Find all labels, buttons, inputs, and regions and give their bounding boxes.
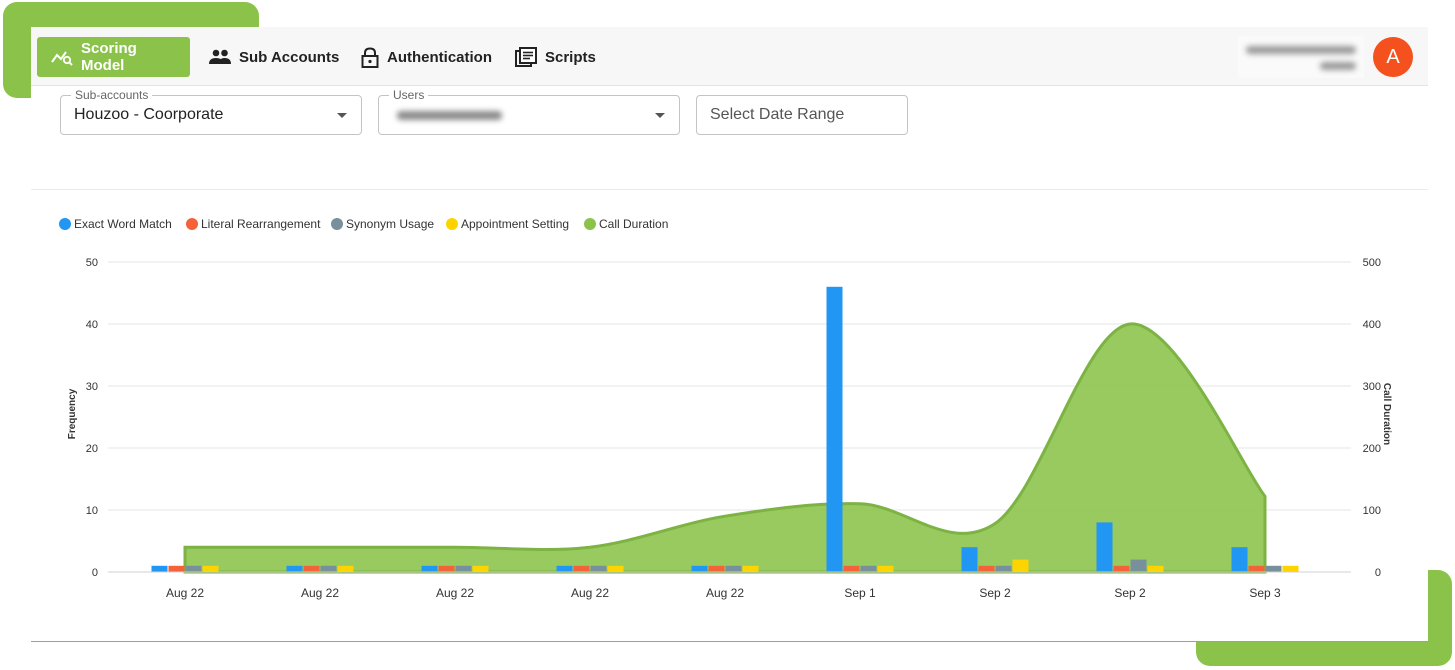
- legend-label: Literal Rearrangement: [201, 217, 321, 231]
- users-label: Users: [389, 88, 429, 102]
- bar-exact-word-match: [1231, 547, 1248, 572]
- bar-appointment-setting: [1282, 565, 1299, 572]
- bar-appointment-setting: [472, 565, 489, 572]
- tab-sub-accounts[interactable]: Sub Accounts: [195, 37, 353, 77]
- bar-synonym-usage: [320, 565, 337, 572]
- bar-exact-word-match: [556, 565, 573, 572]
- bar-exact-word-match: [961, 547, 978, 572]
- bar-exact-word-match: [286, 565, 303, 572]
- bar-synonym-usage: [590, 565, 607, 572]
- bar-literal-rearrangement: [708, 565, 725, 572]
- x-tick-label: Sep 2: [1114, 586, 1146, 600]
- bar-exact-word-match: [151, 565, 168, 572]
- y2-tick-label: 500: [1363, 257, 1381, 269]
- date-range-input[interactable]: Select Date Range: [696, 95, 908, 135]
- users-select[interactable]: Users: [378, 88, 680, 135]
- bar-literal-rearrangement: [843, 565, 860, 572]
- users-value-redacted: [397, 111, 502, 120]
- chevron-down-icon: [337, 113, 347, 118]
- tab-scoring-model[interactable]: Scoring Model: [37, 37, 190, 77]
- date-range-placeholder: Select Date Range: [710, 106, 845, 123]
- y2-tick-label: 300: [1363, 381, 1381, 393]
- top-navigation: Scoring Model Sub Accounts Authenticatio…: [31, 27, 1428, 86]
- bar-literal-rearrangement: [573, 565, 590, 572]
- x-tick-label: Aug 22: [436, 586, 474, 600]
- bar-literal-rearrangement: [1248, 565, 1265, 572]
- users-icon: [209, 49, 231, 65]
- legend-marker: [186, 218, 198, 230]
- tab-authentication[interactable]: Authentication: [347, 37, 506, 77]
- bar-synonym-usage: [995, 565, 1012, 572]
- x-tick-label: Sep 1: [844, 586, 876, 600]
- bar-exact-word-match: [826, 286, 843, 572]
- x-tick-label: Sep 3: [1249, 586, 1281, 600]
- y-tick-label: 10: [86, 505, 98, 517]
- legend-marker: [331, 218, 343, 230]
- legend-marker: [59, 218, 71, 230]
- y2-axis-title: Call Duration: [1381, 383, 1392, 445]
- chevron-down-icon: [655, 113, 665, 118]
- x-tick-label: Aug 22: [166, 586, 204, 600]
- section-divider: [31, 189, 1428, 190]
- legend-label: Synonym Usage: [346, 217, 434, 231]
- script-icon: [515, 47, 537, 67]
- lock-icon: [361, 46, 379, 68]
- subaccounts-select[interactable]: Sub-accounts Houzoo - Coorporate: [60, 88, 362, 135]
- x-tick-label: Aug 22: [706, 586, 744, 600]
- bar-literal-rearrangement: [168, 565, 185, 572]
- tab-scripts[interactable]: Scripts: [501, 37, 610, 77]
- tab-label: Scoring Model: [81, 40, 137, 74]
- bar-exact-word-match: [691, 565, 708, 572]
- y-tick-label: 40: [86, 319, 98, 331]
- y2-tick-label: 200: [1363, 443, 1381, 455]
- x-tick-label: Aug 22: [571, 586, 609, 600]
- y2-tick-label: 400: [1363, 319, 1381, 331]
- avatar[interactable]: A: [1373, 37, 1413, 77]
- bar-appointment-setting: [742, 565, 759, 572]
- bar-appointment-setting: [877, 565, 894, 572]
- bar-synonym-usage: [185, 565, 202, 572]
- bar-appointment-setting: [1012, 559, 1029, 572]
- legend-label: Call Duration: [599, 217, 668, 231]
- bar-exact-word-match: [421, 565, 438, 572]
- legend-marker: [446, 218, 458, 230]
- bar-literal-rearrangement: [438, 565, 455, 572]
- subaccounts-value: Houzoo - Coorporate: [74, 106, 224, 123]
- x-tick-label: Aug 22: [301, 586, 339, 600]
- bar-exact-word-match: [1096, 522, 1113, 572]
- dashboard-card: Scoring Model Sub Accounts Authenticatio…: [31, 27, 1428, 642]
- bar-appointment-setting: [202, 565, 219, 572]
- y-tick-label: 50: [86, 257, 98, 269]
- legend-marker: [584, 218, 596, 230]
- tab-label: Scripts: [545, 48, 596, 66]
- subaccounts-label: Sub-accounts: [71, 88, 153, 102]
- call-duration-area: [183, 322, 1267, 574]
- tab-label: Sub Accounts: [239, 48, 340, 66]
- bar-synonym-usage: [1265, 565, 1282, 572]
- bar-appointment-setting: [337, 565, 354, 572]
- chart-search-icon: [51, 48, 73, 66]
- bar-appointment-setting: [1147, 565, 1164, 572]
- y-tick-label: 0: [92, 567, 98, 579]
- legend-label: Appointment Setting: [461, 217, 569, 231]
- user-info-redacted: [1238, 36, 1364, 78]
- y2-tick-label: 100: [1363, 505, 1381, 517]
- y-tick-label: 20: [86, 443, 98, 455]
- bar-literal-rearrangement: [1113, 565, 1130, 572]
- bar-synonym-usage: [1130, 559, 1147, 572]
- bar-literal-rearrangement: [978, 565, 995, 572]
- bar-literal-rearrangement: [303, 565, 320, 572]
- bar-synonym-usage: [455, 565, 472, 572]
- y-axis-title: Frequency: [67, 388, 78, 439]
- x-tick-label: Sep 2: [979, 586, 1011, 600]
- bar-synonym-usage: [725, 565, 742, 572]
- bar-synonym-usage: [860, 565, 877, 572]
- y-tick-label: 30: [86, 381, 98, 393]
- bar-appointment-setting: [607, 565, 624, 572]
- legend-label: Exact Word Match: [74, 217, 172, 231]
- tab-label: Authentication: [387, 48, 492, 66]
- y2-tick-label: 0: [1375, 567, 1381, 579]
